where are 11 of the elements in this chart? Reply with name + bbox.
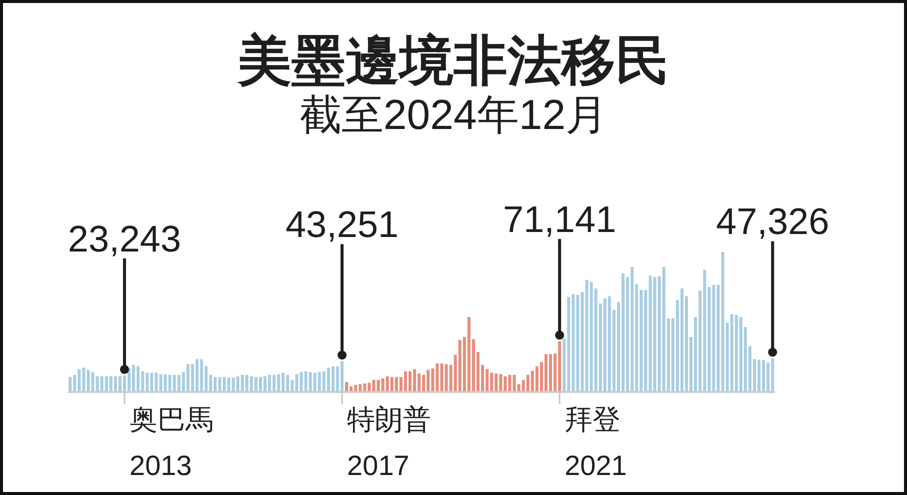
data-label: 23,243 bbox=[68, 218, 182, 260]
text: 拜登 2021 bbox=[564, 404, 627, 481]
data-label: 71,141 bbox=[503, 199, 616, 240]
bar bbox=[345, 382, 348, 392]
text: 特朗普 2017 bbox=[347, 404, 432, 481]
chart-title: 美墨邊境非法移民 bbox=[236, 31, 670, 91]
data-label: 43,251 bbox=[285, 204, 399, 246]
data-label: 47,326 bbox=[716, 201, 830, 242]
text: 奥巴馬 2013 bbox=[130, 404, 214, 481]
bar bbox=[68, 377, 72, 392]
chart-subtitle: 截至2024年12月 bbox=[298, 91, 609, 138]
